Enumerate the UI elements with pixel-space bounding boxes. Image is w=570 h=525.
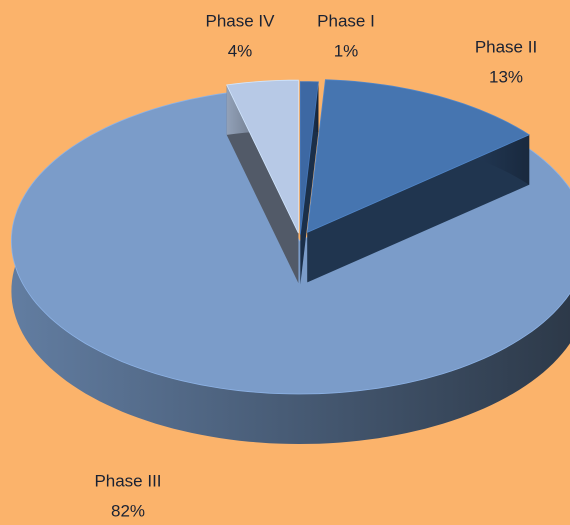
slice-label: Phase IV [206, 11, 276, 30]
slice-wall [307, 134, 530, 283]
slice-value-label: 1% [334, 41, 359, 60]
slice [306, 79, 531, 234]
slice [299, 81, 319, 235]
slice-value-label: 13% [489, 67, 523, 86]
slice-label: Phase I [317, 11, 375, 30]
slice-value-label: 4% [228, 41, 253, 60]
slice-wall [226, 84, 299, 284]
slice-label: Phase II [475, 37, 537, 56]
slice-label: Phase III [94, 471, 161, 490]
slice-value-label: 82% [111, 501, 145, 520]
slice-wall [300, 81, 319, 285]
slice [226, 79, 299, 234]
